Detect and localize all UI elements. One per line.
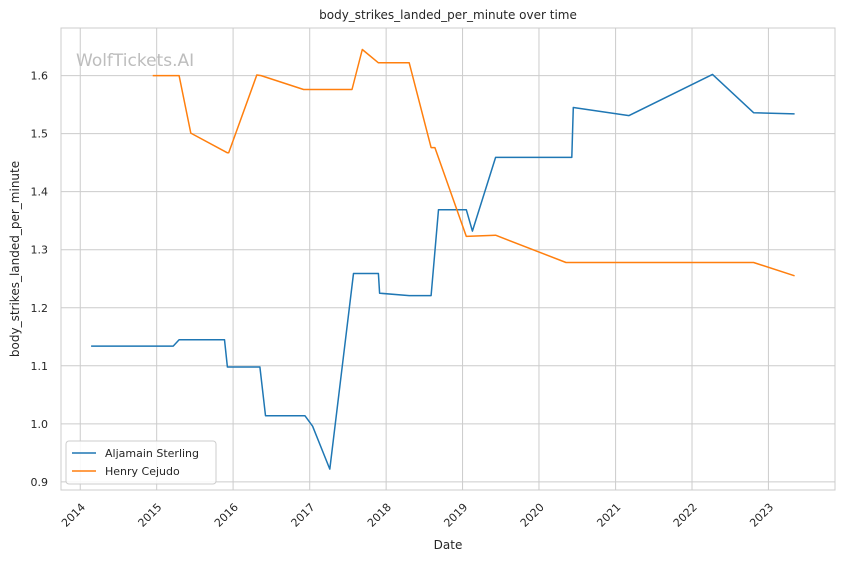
watermark-text: WolfTickets.AI (76, 51, 194, 71)
y-tick-label: 1.0 (31, 418, 49, 431)
y-tick-label: 1.3 (31, 244, 49, 257)
series-lines (91, 48, 795, 470)
series-line-henry-cejudo (152, 48, 795, 277)
legend-label-henry-cejudo: Henry Cejudo (105, 465, 180, 478)
y-axis-label: body_strikes_landed_per_minute (8, 161, 22, 357)
y-tick-label: 1.5 (31, 128, 49, 141)
y-tick-label: 1.6 (31, 70, 49, 83)
y-tick-label: 1.2 (31, 302, 49, 315)
gridlines (61, 28, 835, 490)
y-tick-label: 1.1 (31, 360, 49, 373)
legend-label-aljamain-sterling: Aljamain Sterling (105, 447, 199, 460)
y-tick-label: 1.4 (31, 186, 49, 199)
legend: Aljamain Sterling Henry Cejudo (65, 440, 217, 485)
series-line-aljamain-sterling (91, 73, 795, 470)
x-axis-label: Date (434, 538, 463, 552)
plot-area-frame (60, 27, 836, 491)
chart-title: body_strikes_landed_per_minute over time (319, 8, 577, 22)
legend-box (65, 440, 217, 485)
y-tick-label: 0.9 (31, 476, 49, 489)
y-axis-ticks: 0.9 1.0 1.1 1.2 1.3 1.4 1.5 1.6 (31, 70, 49, 489)
